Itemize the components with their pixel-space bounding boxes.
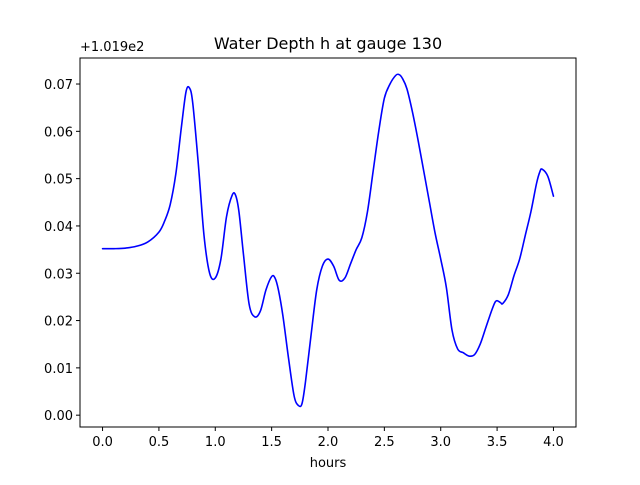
y-tick-label: 0.07 xyxy=(44,78,73,93)
y-tick-label: 0.01 xyxy=(44,362,73,377)
x-tick-label: 3.5 xyxy=(487,435,508,450)
y-tick-label: 0.04 xyxy=(44,220,73,235)
y-tick-label: 0.02 xyxy=(44,315,73,330)
x-tick-label: 3.0 xyxy=(430,435,451,450)
series-line xyxy=(101,73,555,408)
x-tick-label: 2.5 xyxy=(374,435,395,450)
x-tick-label: 0.0 xyxy=(92,435,113,450)
chart-title: Water Depth h at gauge 130 xyxy=(214,34,442,53)
x-tick-label: 0.5 xyxy=(149,435,170,450)
y-tick-label: 0.00 xyxy=(44,409,73,424)
y-tick-label: 0.05 xyxy=(44,173,73,188)
y-tick-label: 0.06 xyxy=(44,125,73,140)
x-tick-label: 1.0 xyxy=(205,435,226,450)
x-tick-label: 2.0 xyxy=(318,435,339,450)
x-axis: 0.0 0.5 1.0 1.5 2.0 2.5 3.0 3.5 4.0 xyxy=(92,427,564,450)
data-layer xyxy=(101,73,555,408)
plot-area xyxy=(80,58,576,427)
y-axis-offset-label: +1.019e2 xyxy=(80,40,144,55)
x-tick-label: 1.5 xyxy=(261,435,282,450)
y-axis: 0.00 0.01 0.02 0.03 0.04 0.05 0.06 0.07 xyxy=(44,78,80,424)
x-tick-label: 4.0 xyxy=(543,435,564,450)
y-tick-label: 0.03 xyxy=(44,267,73,282)
x-axis-label: hours xyxy=(310,456,347,471)
